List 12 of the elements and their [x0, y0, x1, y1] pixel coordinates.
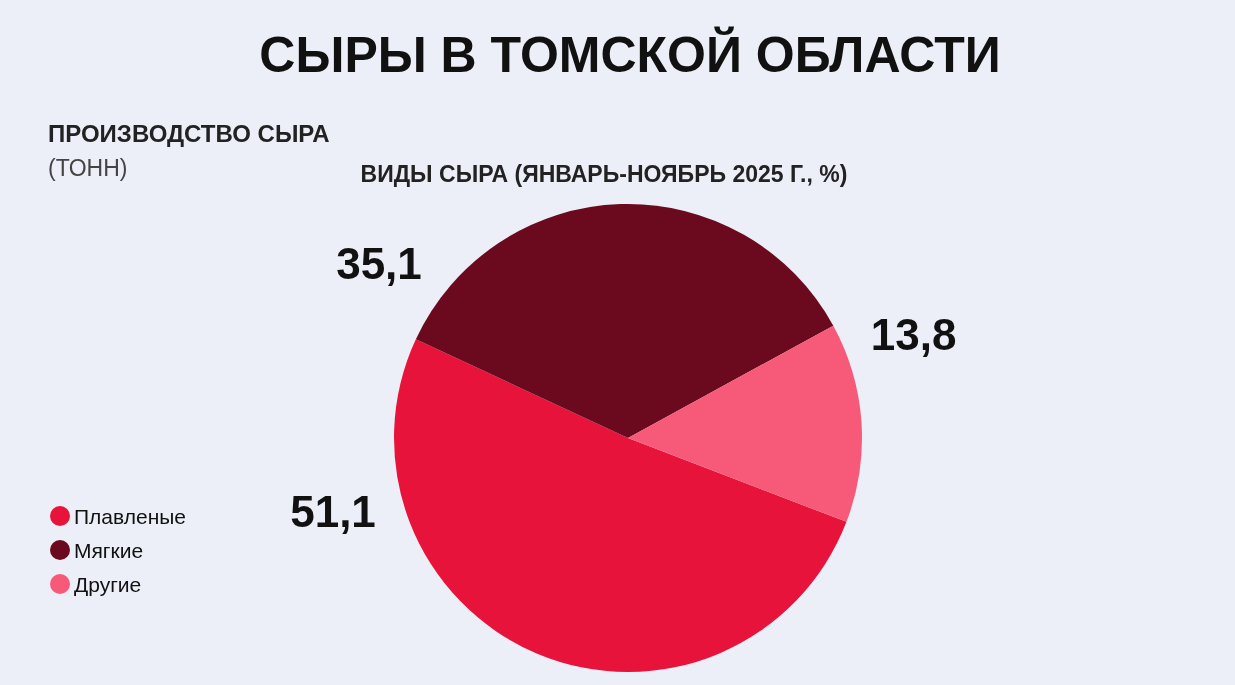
chart-subtitle: ВИДЫ СЫРА (ЯНВАРЬ-НОЯБРЬ 2025 Г., %) [360, 161, 848, 187]
legend-label: Мягкие [74, 538, 144, 562]
legend-label: Другие [74, 572, 142, 596]
pie-slice [628, 325, 862, 522]
pie-slice [394, 339, 847, 672]
chart-title: СЫРЫ В ТОМСКОЙ ОБЛАСТИ [259, 26, 1001, 83]
data-label: 13,8 [870, 309, 957, 359]
data-label: 51,1 [290, 487, 376, 537]
text: (ТОНН) [48, 155, 128, 181]
data-label: 35,1 [336, 239, 422, 289]
legend-label: Плавленые [74, 504, 187, 528]
text: ПРОИЗВОДСТВО СЫРА [48, 120, 330, 147]
